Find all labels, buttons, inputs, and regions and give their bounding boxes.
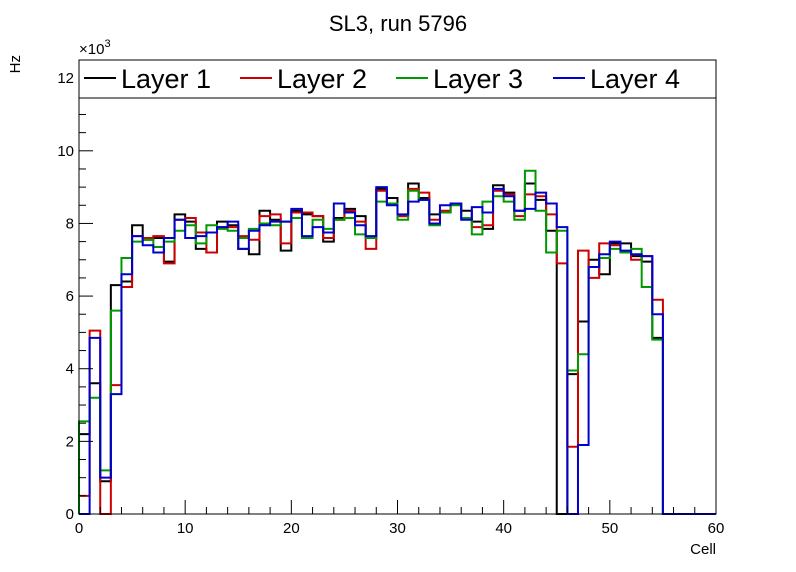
svg-text:×103: ×103 [79, 38, 111, 58]
series-line-layer-1 [78, 182, 716, 515]
y-tick-label: 2 [66, 433, 74, 450]
y-tick-label: 6 [66, 288, 74, 305]
series-layer [78, 169, 716, 515]
x-tick-label: 10 [177, 520, 194, 537]
legend-label-layer-3: Layer 3 [433, 64, 523, 94]
x-tick-label: 50 [601, 520, 618, 537]
y-multiplier-base: ×10 [79, 41, 104, 58]
x-tick-label: 0 [75, 520, 83, 537]
x-tick-label: 40 [495, 520, 512, 537]
x-tick-label: 60 [708, 520, 725, 537]
y-tick-label: 4 [66, 361, 74, 378]
x-axis-label: Cell [690, 541, 716, 558]
x-tick-label: 20 [283, 520, 300, 537]
y-tick-label: 8 [66, 215, 74, 232]
y-tick-label: 10 [57, 143, 74, 160]
x-tick-label: 30 [389, 520, 406, 537]
legend-label-layer-1: Layer 1 [121, 64, 211, 94]
y-multiplier-exp: 3 [104, 38, 110, 50]
legend: Layer 1 Layer 2 Layer 3 Layer 4 [78, 59, 717, 99]
y-multiplier: ×103 [79, 38, 111, 58]
legend-label-layer-2: Layer 2 [277, 64, 367, 94]
chart-title: SL3, run 5796 [329, 11, 467, 36]
legend-label-layer-4: Layer 4 [590, 64, 680, 94]
y-axis-label: Hz [7, 55, 24, 73]
y-tick-label: 12 [57, 70, 74, 87]
series-line-layer-4 [79, 186, 716, 515]
y-tick-label: 0 [66, 506, 74, 523]
